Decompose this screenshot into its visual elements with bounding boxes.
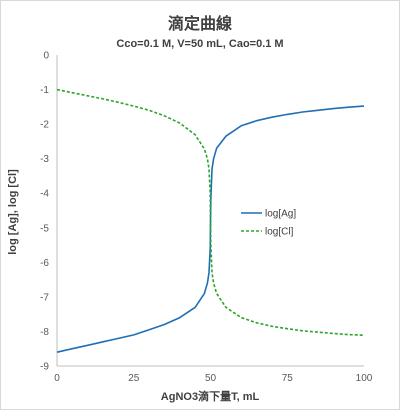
y-tick-label: -2 xyxy=(40,120,49,131)
y-tick-label: -5 xyxy=(40,223,49,234)
y-tick-label: -6 xyxy=(40,258,49,269)
y-tick-label: -1 xyxy=(40,85,49,96)
y-tick-label: -8 xyxy=(40,327,49,338)
x-tick-label: 50 xyxy=(205,373,217,384)
series-line-log-ag xyxy=(56,105,365,353)
y-tick-label: -9 xyxy=(40,362,49,373)
x-tick-label: 25 xyxy=(128,373,140,384)
series-line-log-cl xyxy=(56,88,365,336)
chart-title: 滴定曲線 xyxy=(167,16,232,33)
y-tick-label: -7 xyxy=(40,292,49,303)
y-tick-label: 0 xyxy=(43,51,49,62)
y-tick-label: -3 xyxy=(40,154,49,165)
y-axis-title: log [Ag], log [Cl] xyxy=(7,169,19,255)
y-tick-label: -4 xyxy=(40,189,49,200)
x-tick-label: 75 xyxy=(282,373,294,384)
chart-subtitle: Cco=0.1 M, V=50 mL, Cao=0.1 M xyxy=(116,38,284,50)
x-tick-label: 0 xyxy=(54,373,60,384)
x-tick-label: 100 xyxy=(356,373,373,384)
legend-label: log[Ag] xyxy=(265,209,296,220)
x-axis-title: AgNO3滴下量T, mL xyxy=(161,389,260,403)
legend-label: log[Cl] xyxy=(265,227,294,238)
